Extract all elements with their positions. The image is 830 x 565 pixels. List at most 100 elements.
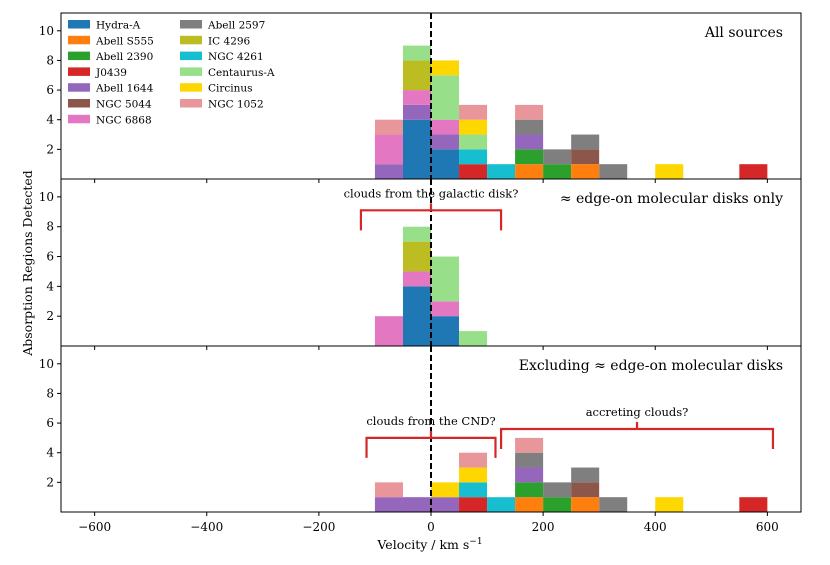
bar-abell-2390-bin-150 [515,482,544,498]
bar-abell-2597-bin-300 [599,497,628,512]
annotation-bracket: clouds from the CND? [365,414,497,458]
legend-label: NGC 5044 [96,99,152,111]
legend: Hydra-A Abell S555 Abell 2390 J0439 Abell 16… [68,20,275,126]
y-tick-label: 2 [46,475,54,489]
bar-ngc-1052-bin-50 [459,104,488,120]
legend-label: Abell S555 [95,35,154,47]
bar-abell-s555-bin-150 [515,497,544,512]
bar-abell-2390-bin-200 [543,497,572,512]
bar-centaurus-a-bin-50 [459,134,488,150]
x-tick-label: −400 [190,520,223,534]
frames-layer: 2 4 6 8 10 2 4 6 8 10 2 4 6 8 10 [39,12,802,516]
bar-centaurus-a-bin-0 [431,256,460,302]
panel-3: Excluding ≈ edge-on molecular disks [374,358,783,512]
bar-abell-1644-bin-150 [515,467,544,483]
legend-swatch [68,20,90,29]
bar-ngc-4261-bin-100 [487,164,516,179]
bar-ngc-6868-bin--50 [402,90,431,105]
legend-label: NGC 1052 [208,99,264,111]
legend-swatch [68,67,90,76]
bar-circinus-bin-400 [655,497,684,512]
legend-swatch [68,51,90,61]
y-tick-label: 2 [46,309,54,323]
legend-label: IC 4296 [208,35,251,47]
bar-j0439-bin-50 [459,164,488,179]
bar-abell-1644-bin--50 [402,497,431,512]
legend-swatch [180,35,202,45]
annotation-bracket: clouds from the galactic disk? [344,186,519,231]
bar-ngc-6868-bin--100 [374,134,403,165]
annotation-label: clouds from the CND? [366,414,495,428]
bar-ngc-5044-bin-250 [571,149,600,165]
bar-abell-2597-bin-300 [599,164,628,179]
bar-circinus-bin-0 [431,60,460,76]
y-tick-label: 4 [46,279,54,293]
bar-abell-2597-bin-250 [571,467,600,483]
legend-item-ic-4296: IC 4296 [180,35,251,47]
legend-label: NGC 6868 [96,114,152,126]
x-tick-label: −600 [78,520,111,534]
bar-centaurus-a-bin-50 [459,331,488,346]
x-tick-label: 0 [427,520,435,534]
y-tick-label: 6 [46,416,54,430]
bar-circinus-bin-400 [655,164,684,179]
bar-ngc-4261-bin-50 [459,482,488,498]
bar-ngc-6868-bin-0 [431,301,460,317]
legend-item-ngc-5044: NGC 5044 [68,99,152,111]
panel-title: ≈ edge-on molecular disks only [560,191,783,207]
legend-item-circinus: Circinus [180,83,253,95]
y-tick-label: 4 [46,446,54,460]
y-tick-label: 10 [39,24,54,38]
bar-hydra-a-bin-0 [431,316,460,346]
bar-hydra-a-bin--50 [402,119,431,179]
legend-label: NGC 4261 [208,51,264,63]
bar-ngc-1052-bin-50 [459,452,488,468]
y-tick-label: 6 [46,83,54,97]
bar-abell-2597-bin-200 [543,149,572,165]
x-tick-label: 600 [756,520,779,534]
bar-abell-2597-bin-150 [515,119,544,135]
legend-item-abell-2597: Abell 2597 [180,20,265,32]
bar-ngc-1052-bin--100 [374,482,403,498]
legend-item-ngc-1052: NGC 1052 [180,99,264,111]
annotation-label: clouds from the galactic disk? [344,186,519,200]
legend-swatch [180,20,202,29]
bar-j0439-bin-550 [739,497,768,512]
panel-frame [60,345,802,513]
legend-label: J0439 [95,67,127,79]
bar-abell-s555-bin-150 [515,164,544,179]
legend-swatch [180,83,202,92]
bar-abell-2597-bin-150 [515,452,544,468]
legend-swatch [68,35,90,45]
y-tick-label: 6 [46,250,54,264]
panels-layer: All sources ≈ edge-on molecular disks onl… [374,25,783,512]
bar-ic-4296-bin--50 [402,241,431,272]
bar-circinus-bin-0 [431,482,460,498]
legend-item-abell-2390: Abell 2390 [68,51,153,63]
legend-label: Abell 2597 [207,20,265,32]
y-tick-label: 4 [46,113,54,127]
bar-abell-2597-bin-200 [543,482,572,498]
legend-label: Centaurus-A [208,67,275,79]
panel-1: All sources [374,25,783,179]
legend-item-centaurus-a: Centaurus-A [180,67,275,79]
bar-abell-2597-bin-250 [571,134,600,150]
bar-centaurus-a-bin--50 [402,226,431,242]
bar-j0439-bin-550 [739,164,768,179]
panel-title: Excluding ≈ edge-on molecular disks [519,358,783,374]
legend-item-j0439: J0439 [68,67,127,79]
bar-abell-1644-bin-150 [515,134,544,150]
y-tick-label: 10 [39,357,54,371]
bar-abell-1644-bin-0 [431,497,460,512]
y-tick-label: 8 [46,53,54,67]
bar-ngc-6868-bin--100 [374,316,403,346]
legend-item-abell-1644: Abell 1644 [68,83,154,95]
bar-abell-s555-bin-250 [571,497,600,512]
bar-circinus-bin-50 [459,467,488,483]
bar-ngc-6868-bin--50 [402,271,431,287]
bar-hydra-a-bin-0 [431,149,460,179]
y-axis-title: Absorption Regions Detected [20,170,35,357]
panel-2: ≈ edge-on molecular disks only [374,191,783,346]
legend-label: Abell 1644 [95,83,154,95]
legend-swatch [68,114,90,124]
